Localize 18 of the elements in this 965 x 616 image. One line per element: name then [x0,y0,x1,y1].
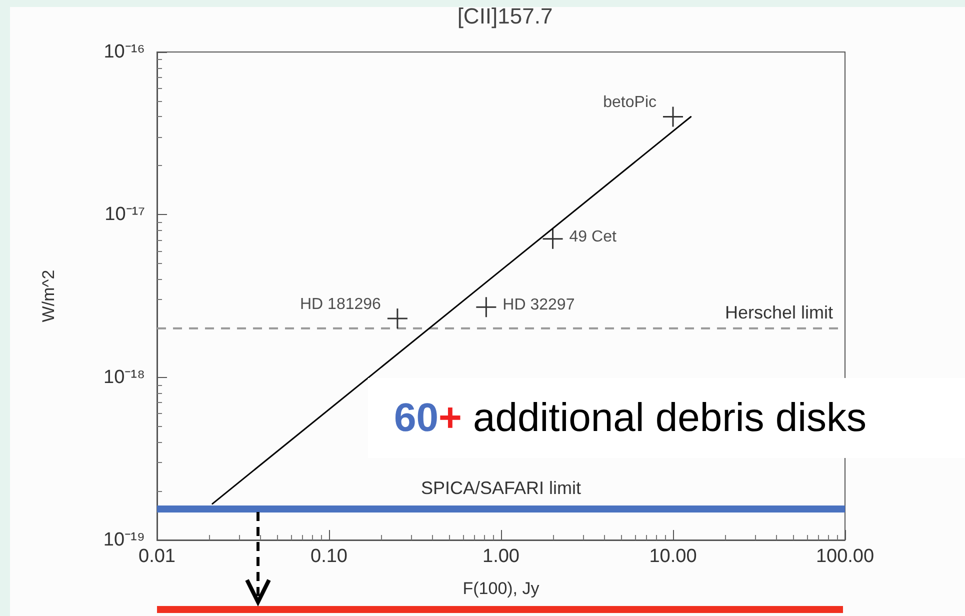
x-axis-title: F(100), Jy [462,579,540,598]
annotation: 60+ additional debris disks [394,396,867,440]
y-axis-title: W/m^2 [39,270,58,322]
chart-title: [CII]157.7 [457,4,553,28]
annotation: betoPic [603,94,656,112]
x-tick-label: 1.00 [482,546,520,567]
x-tick-label: 10.00 [649,546,697,567]
ref-line-label: SPICA/SAFARI limit [420,478,582,498]
x-tick-label: 100.00 [816,546,874,567]
x-tick-label: 0.01 [138,546,176,567]
y-tick-label: 10⁻¹⁸ [104,366,145,388]
ref-line-label: Herschel limit [724,302,833,322]
y-tick-label: 10⁻¹⁷ [104,204,146,226]
annotation: 49 Cet [569,228,617,246]
y-tick-label: 10⁻¹⁶ [104,42,145,62]
annotation: HD 32297 [502,296,575,314]
x-tick-label: 0.10 [310,546,348,567]
annotation: HD 181296 [300,296,382,313]
